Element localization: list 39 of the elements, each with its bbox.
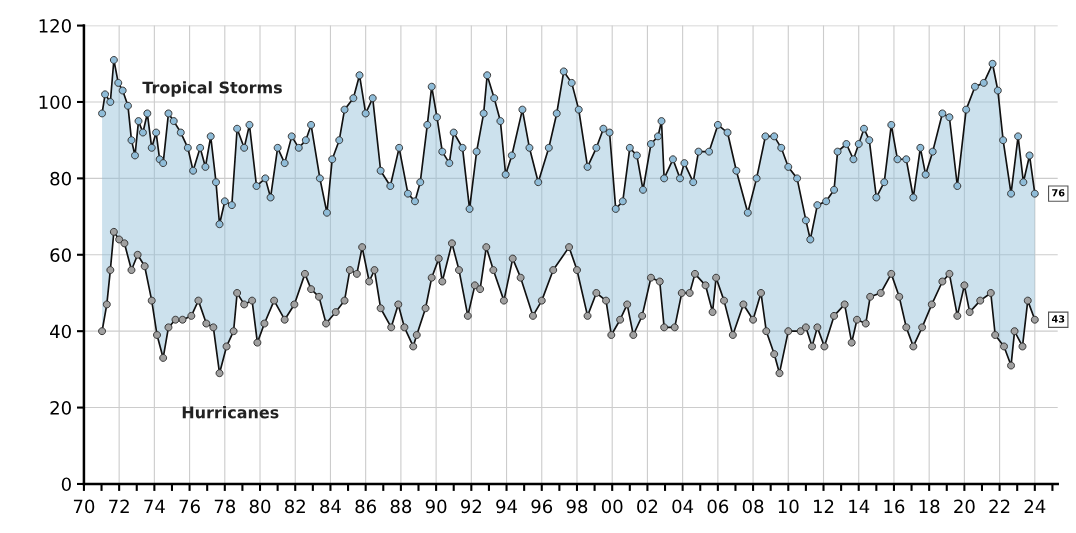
x-tick-label: 24: [1024, 499, 1046, 513]
x-tick-label: 12: [814, 499, 834, 513]
x-tick-label: 88: [390, 499, 412, 514]
x-tick-label: 00: [601, 499, 623, 514]
x-tick-label: 20: [954, 499, 975, 514]
x-tick-label: 98: [566, 499, 588, 514]
x-tick-label: 10: [778, 499, 799, 514]
x-tick-label: 82: [284, 499, 305, 514]
y-tick-label: 80: [50, 171, 71, 186]
x-tick-label: 08: [742, 499, 764, 514]
y-tick-label: 60: [50, 248, 71, 262]
data-label: 43: [1051, 315, 1065, 323]
y-tick-label: 120: [39, 19, 71, 33]
x-tick-label: 92: [460, 499, 482, 514]
data-label: 76: [1052, 189, 1065, 197]
x-tick-label: 76: [179, 499, 200, 514]
x-tick-label: 74: [144, 499, 165, 513]
x-tick-label: 22: [989, 499, 1010, 513]
x-tick-label: 70: [73, 499, 95, 514]
x-tick-label: 78: [214, 499, 236, 514]
x-tick-label: 18: [919, 499, 940, 514]
x-tick-label: 90: [425, 499, 447, 514]
series-label: Tropical Storms: [142, 81, 282, 97]
x-tick-label: 14: [849, 499, 870, 513]
x-tick-label: 94: [496, 499, 518, 514]
y-tick-label: 100: [39, 95, 71, 110]
y-tick-label: 0: [61, 477, 71, 492]
x-tick-label: 04: [672, 499, 694, 514]
x-tick-label: 84: [320, 499, 341, 514]
text: Hurricanes: [182, 406, 279, 419]
x-tick-label: 72: [109, 499, 129, 513]
x-tick-label: 86: [355, 499, 377, 514]
x-tick-label: 06: [707, 499, 729, 514]
x-tick-label: 80: [249, 499, 271, 514]
x-tick-label: 16: [884, 499, 905, 514]
x-tick-label: 02: [637, 499, 658, 514]
y-tick-label: 40: [50, 324, 71, 339]
x-tick-label: 96: [531, 499, 553, 514]
y-tick-label: 20: [50, 401, 71, 415]
